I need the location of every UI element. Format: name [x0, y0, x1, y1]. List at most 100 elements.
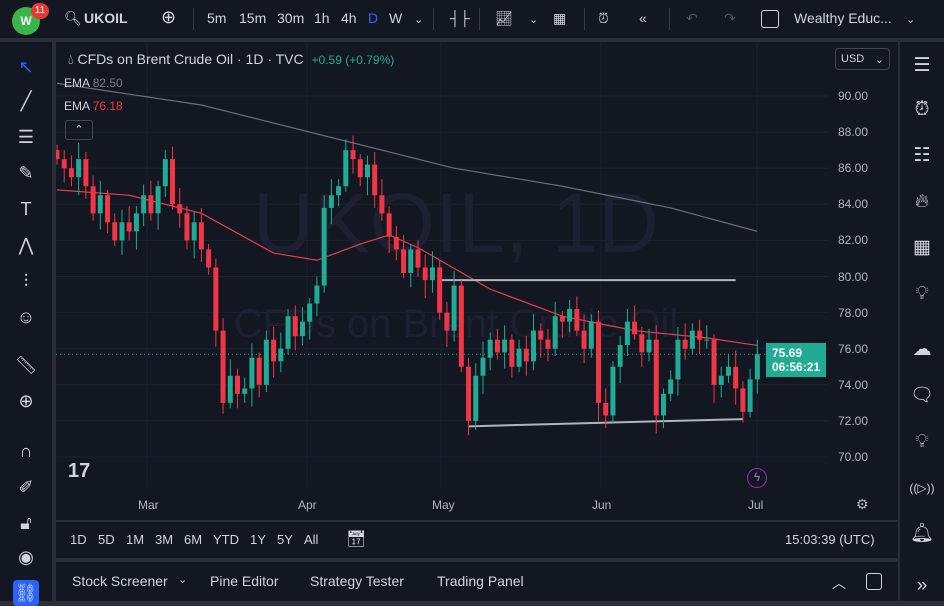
interval-30m[interactable]: 30m	[277, 10, 305, 26]
zoom-icon[interactable]: ⊕	[18, 391, 34, 411]
lock-drawing-icon[interactable]: ✐	[18, 477, 34, 497]
range-1y[interactable]: 1Y	[250, 532, 266, 547]
cursor-icon[interactable]: ↖	[18, 57, 34, 77]
collapse-legend-button[interactable]: ⌃	[65, 120, 93, 140]
details-icon[interactable]: ☷	[913, 145, 931, 166]
range-1m[interactable]: 1M	[126, 532, 145, 547]
search-icon[interactable]: 🔍︎	[64, 10, 82, 26]
replay-icon[interactable]: «	[639, 10, 647, 26]
candle-body	[603, 402, 609, 416]
candle-body	[170, 159, 176, 205]
range-1d[interactable]: 1D	[70, 532, 87, 547]
collapse-up-icon[interactable]: ︿	[832, 575, 846, 591]
chevron-down-icon[interactable]: ⌄	[178, 574, 188, 586]
chevron-down-icon[interactable]: ⌄	[529, 14, 539, 26]
interval-1h[interactable]: 1h	[314, 10, 330, 26]
range-3m[interactable]: 3M	[155, 532, 174, 547]
notifications-bell-icon[interactable]: 🔔︎	[909, 523, 935, 544]
indicators-icon[interactable]: 📈︎	[495, 10, 513, 26]
calendar-icon[interactable]: ▦	[913, 237, 931, 258]
oil-drop-icon: 💧︎	[68, 51, 74, 67]
candle-body	[415, 249, 421, 268]
goto-date-icon[interactable]: 📅︎	[346, 531, 367, 548]
alarm-clock-icon[interactable]: ⏰︎	[914, 99, 930, 120]
ruler-icon[interactable]: 📏︎	[14, 355, 38, 375]
emoji-icon[interactable]: ☺	[16, 307, 36, 327]
candle-body	[321, 207, 327, 286]
candle-body	[516, 348, 522, 367]
interval-w[interactable]: W	[389, 10, 403, 26]
currency-select[interactable]: USD ⌄	[835, 48, 890, 70]
interval-15m[interactable]: 15m	[239, 10, 267, 26]
double-chevron-icon[interactable]: »	[916, 575, 928, 596]
candle-body	[754, 354, 760, 380]
ema-legend-1[interactable]: EMA 82.50	[64, 76, 123, 90]
candle-body	[263, 339, 269, 385]
candle-body	[336, 186, 342, 196]
streams-icon[interactable]: ((▷))	[909, 481, 935, 495]
compare-add-icon[interactable]: ⊕	[161, 7, 177, 27]
alert-icon[interactable]: ⏰︎	[598, 10, 609, 26]
help-icon[interactable]: 💡︎	[915, 431, 929, 452]
chart-pane[interactable]: UKOIL, 1D CFDs on Brent Crude Oil 💧︎ CFDs…	[56, 42, 898, 520]
forecast-icon[interactable]: ⫶	[23, 271, 29, 291]
trendline-icon[interactable]: ╱	[20, 91, 32, 111]
range-all[interactable]: All	[304, 532, 319, 547]
hotlist-icon[interactable]: 🔥︎	[915, 191, 929, 212]
candle-body	[61, 159, 67, 169]
candle-body	[133, 213, 139, 232]
candle-body	[177, 204, 183, 214]
range-6m[interactable]: 6M	[184, 532, 203, 547]
range-ytd[interactable]: YTD	[213, 532, 239, 547]
candle-body	[660, 393, 666, 416]
layout-name[interactable]: Wealthy Educ...	[794, 10, 892, 26]
candle-body	[704, 339, 710, 341]
candle-body	[422, 267, 428, 281]
undo-icon[interactable]: ↶	[686, 10, 698, 26]
clock-timezone[interactable]: 15:03:39 (UTC)	[785, 532, 875, 547]
interval-4h[interactable]: 4h	[341, 10, 357, 26]
maximize-icon[interactable]	[866, 573, 882, 590]
range-5y[interactable]: 5Y	[277, 532, 293, 547]
eye-icon[interactable]: ◉	[18, 547, 34, 567]
brush-icon[interactable]: ✎	[18, 163, 34, 183]
link-icon[interactable]: ⛓	[13, 580, 39, 606]
text-icon[interactable]: T	[20, 199, 32, 219]
tab-stock-screener[interactable]: Stock Screener	[72, 573, 168, 589]
magnet-icon[interactable]: ∩	[19, 441, 33, 461]
pattern-icon[interactable]: ⋀	[18, 235, 34, 255]
ideas-bulb-icon[interactable]: 💡︎	[915, 283, 929, 304]
candle-body	[213, 267, 219, 331]
candle-body	[653, 339, 659, 416]
fib-icon[interactable]: ☰	[17, 127, 35, 147]
redo-icon[interactable]: ↷	[724, 10, 736, 26]
candle-body	[314, 285, 320, 304]
candle-body	[480, 357, 486, 376]
ema-legend-2[interactable]: EMA 76.18	[64, 99, 123, 113]
range-5d[interactable]: 5D	[98, 532, 115, 547]
tab-trading-panel[interactable]: Trading Panel	[437, 573, 524, 589]
news-icon[interactable]: 🗨︎	[909, 385, 935, 406]
watchlist-icon[interactable]: ☰	[913, 55, 931, 76]
chevron-down-icon[interactable]: ⌄	[414, 14, 424, 26]
candle-body	[531, 330, 537, 362]
checkbox-icon[interactable]	[761, 10, 779, 28]
chevron-down-icon[interactable]: ⌄	[906, 14, 916, 26]
lightning-icon[interactable]: ϟ	[747, 468, 767, 488]
settings-gear-icon[interactable]: ⚙	[856, 496, 869, 512]
tab-pine-editor[interactable]: Pine Editor	[210, 573, 279, 589]
layouts-icon[interactable]: ▦	[553, 10, 567, 26]
chat-cloud-icon[interactable]: ☁	[912, 339, 932, 360]
symbol-search[interactable]: UKOIL	[84, 10, 128, 26]
interval-d[interactable]: D	[368, 10, 379, 26]
candles-icon[interactable]: ┤├	[450, 10, 470, 26]
lock-icon[interactable]: 🔓︎	[20, 513, 32, 533]
legend-title[interactable]: CFDs on Brent Crude Oil · 1D · TVC	[77, 51, 304, 67]
tab-strategy-tester[interactable]: Strategy Tester	[310, 573, 404, 589]
candle-body	[451, 285, 457, 331]
time-tick: Apr	[298, 498, 317, 512]
candle-body	[343, 150, 349, 187]
interval-5m[interactable]: 5m	[207, 10, 227, 26]
tradingview-logo[interactable]: 17	[68, 460, 91, 482]
